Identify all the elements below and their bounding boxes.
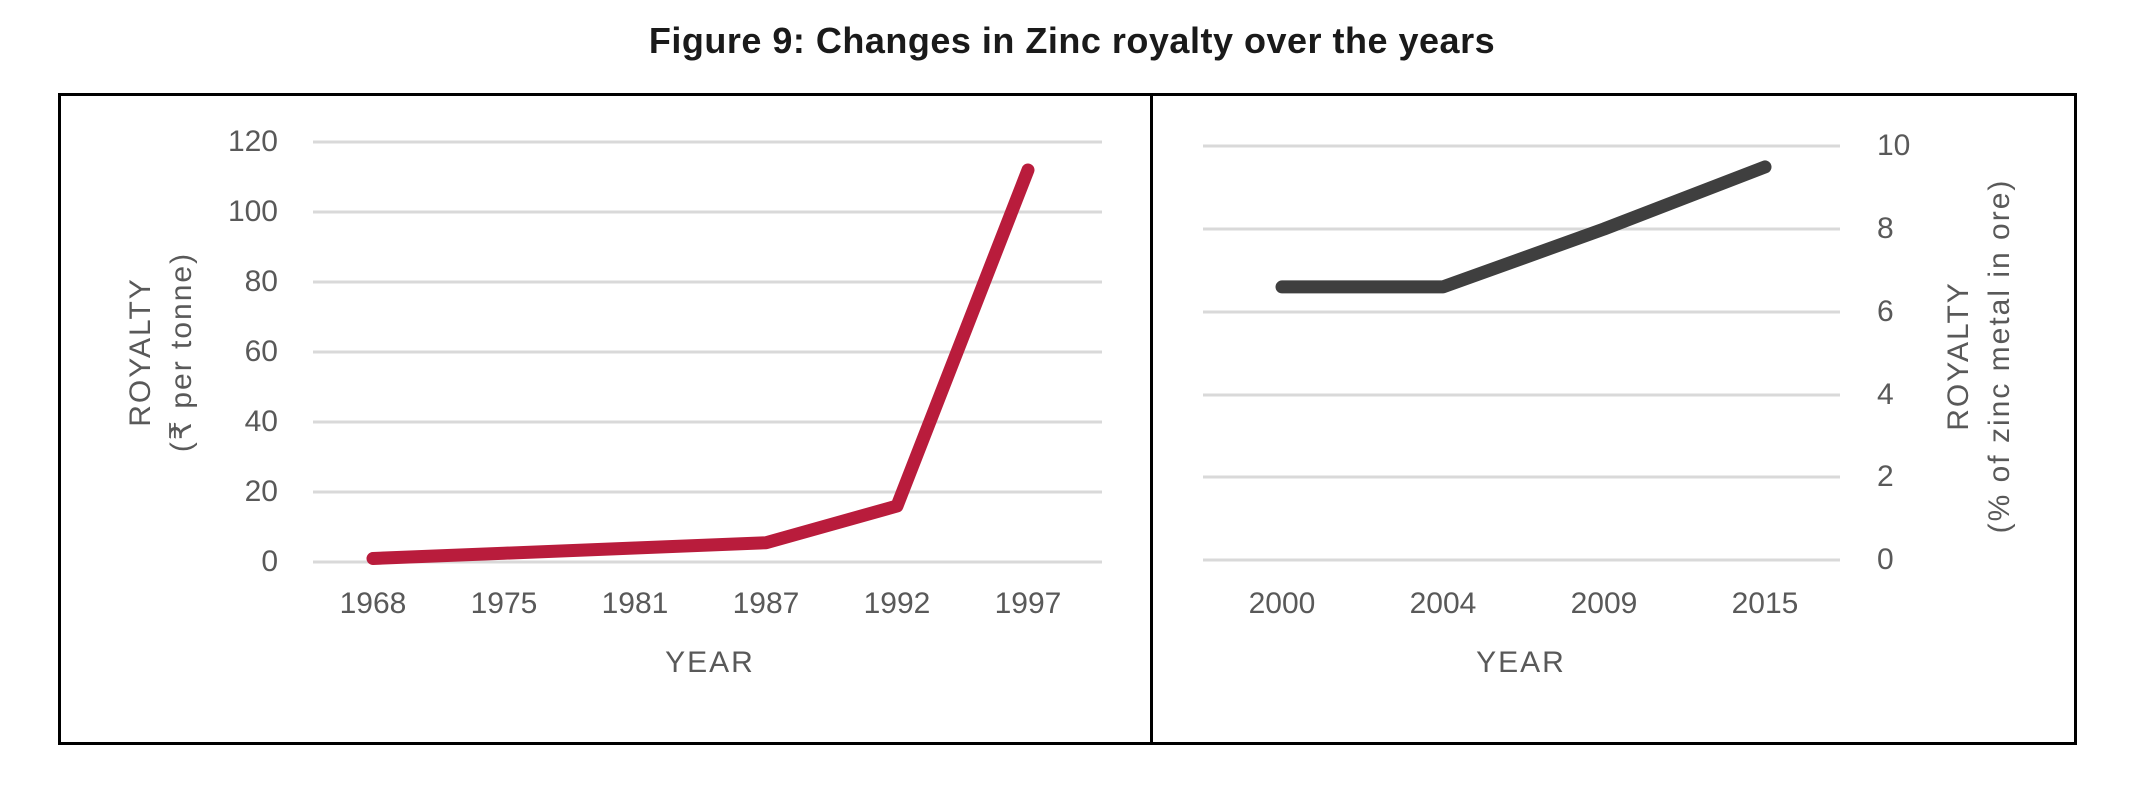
y-tick-label: 60 — [244, 335, 278, 368]
rupees-royalty-line-svg — [366, 163, 1035, 565]
right-y-axis-title: ROYALTY (% of zinc metal in ore) — [1938, 179, 2020, 534]
x-tick-label: 2009 — [1570, 587, 1638, 620]
zinc-royalty-rupees-chart-panel: 0 20 40 60 80 100 120 1968 1975 1981 1987 1992 1997 … — [58, 93, 1153, 745]
gridline — [313, 210, 1102, 214]
y-tick-label: 2 — [1877, 460, 1894, 494]
gridline — [313, 490, 1102, 494]
y-tick-label: 0 — [261, 545, 278, 578]
y-tick-label: 100 — [227, 195, 278, 228]
gridline — [313, 560, 1102, 564]
zinc-royalty-percent-chart-panel: 0 2 4 6 8 10 2000 2004 2009 2015 ROYALTY (% of zi… — [1153, 93, 2077, 745]
y-tick-label: 120 — [227, 125, 278, 158]
percent-royalty-line-svg — [1275, 160, 1772, 294]
figure-title: Figure 9: Changes in Zinc royalty over t… — [648, 20, 1496, 61]
right-y-axis-title-line2: (% of zinc metal in ore) — [1983, 178, 2016, 534]
y-tick-label: 10 — [1877, 129, 1911, 163]
gridline — [313, 140, 1102, 144]
x-tick-label: 1987 — [732, 587, 800, 620]
x-tick-label: 2015 — [1731, 587, 1799, 620]
x-tick-label: 1981 — [601, 587, 669, 620]
gridline — [313, 420, 1102, 424]
x-tick-label: 2000 — [1248, 587, 1316, 620]
right-y-axis-title-line1: ROYALTY — [1942, 281, 1975, 431]
gridline — [1203, 310, 1840, 314]
y-tick-label: 4 — [1877, 377, 1894, 411]
gridline — [1203, 227, 1840, 231]
x-tick-label: 1975 — [470, 587, 538, 620]
data-line — [1275, 160, 1772, 294]
gridline — [1203, 393, 1840, 396]
x-tick-label: 1968 — [339, 587, 407, 620]
gridline — [313, 280, 1102, 284]
right-x-axis-title: YEAR — [1476, 646, 1566, 679]
gridline — [1203, 475, 1840, 479]
y-tick-label: 8 — [1877, 212, 1894, 245]
y-tick-label: 0 — [1877, 543, 1894, 576]
gridline — [1203, 558, 1840, 562]
gridline — [1203, 144, 1840, 148]
left-y-axis-title-line2: (₹ per tonne) — [165, 251, 198, 453]
x-tick-label: 1997 — [994, 587, 1062, 620]
x-tick-label: 1992 — [863, 587, 931, 620]
left-y-axis-title-line1: ROYALTY — [124, 277, 157, 427]
left-x-axis-title: YEAR — [665, 646, 755, 679]
left-y-axis-title: ROYALTY (₹ per tonne) — [120, 252, 202, 452]
y-tick-label: 20 — [244, 475, 278, 508]
x-tick-label: 2004 — [1409, 587, 1477, 620]
gridline — [313, 350, 1102, 354]
y-tick-label: 40 — [244, 405, 278, 438]
y-tick-label: 80 — [244, 265, 278, 298]
y-tick-label: 6 — [1877, 294, 1894, 328]
data-line — [366, 163, 1035, 565]
